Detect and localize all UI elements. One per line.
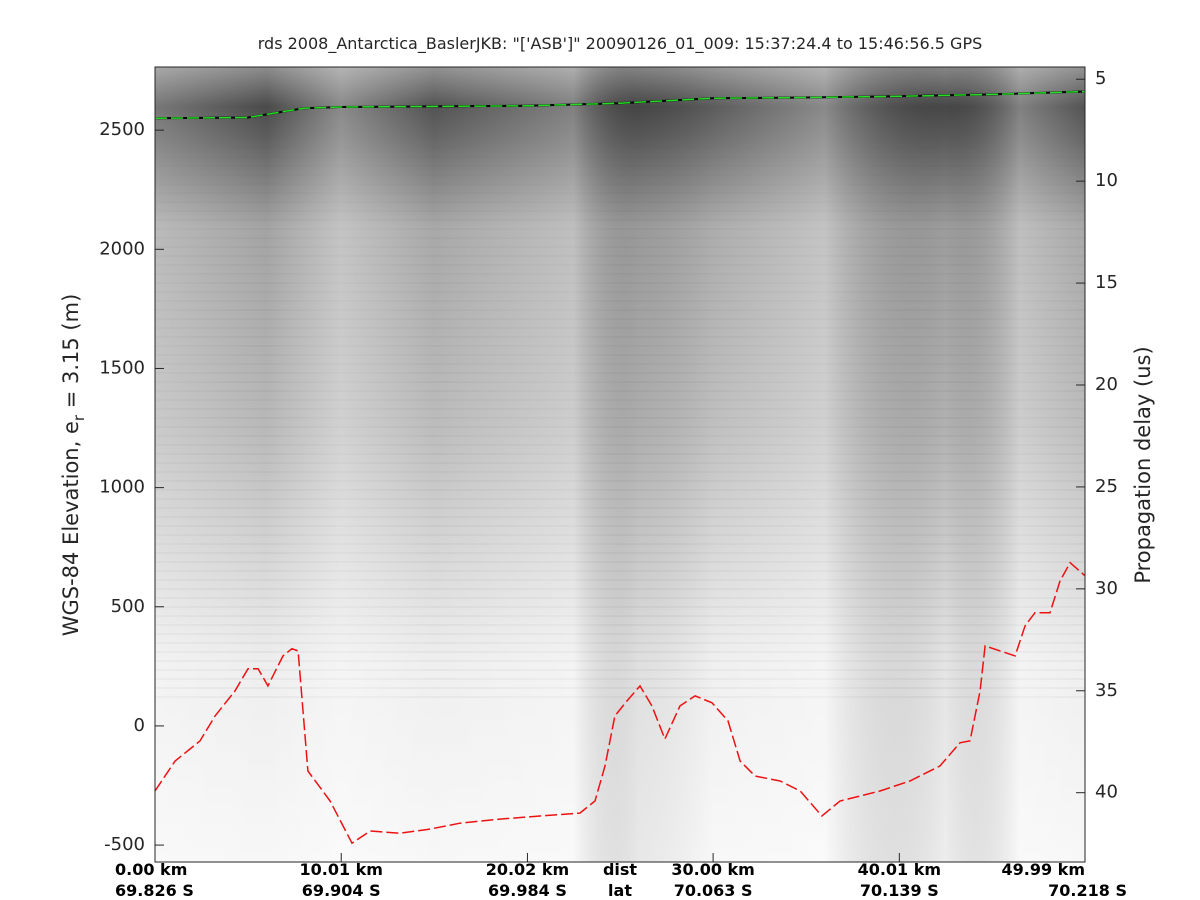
y2-tick-label: 30 xyxy=(1095,578,1118,599)
y-tick-label: 1000 xyxy=(99,477,145,498)
y2-axis-label: Propagation delay (us) xyxy=(1131,346,1155,583)
y-label-part: WGS-84 Elevation, e xyxy=(59,421,83,636)
x-axis-label-lat: lat xyxy=(608,881,632,900)
x-tick-label: 30.00 km xyxy=(671,860,755,879)
y-tick-label: -500 xyxy=(104,834,145,855)
y-tick-label: 2500 xyxy=(99,119,145,140)
plot-area xyxy=(155,90,1085,845)
series-line xyxy=(155,561,1085,845)
y2-tick-label: 40 xyxy=(1095,782,1118,803)
x-tick-label: 0.00 km xyxy=(115,860,187,879)
y-tick-label: 500 xyxy=(111,596,145,617)
y2-tick-label: 25 xyxy=(1095,476,1118,497)
y-tick-label: 2000 xyxy=(99,238,145,259)
y2-tick-label: 10 xyxy=(1095,170,1118,191)
x-tick-lat-label: 69.984 S xyxy=(488,881,567,900)
echogram xyxy=(155,67,1085,862)
y2-tick-label: 15 xyxy=(1095,272,1118,293)
x-tick-lat-label: 69.826 S xyxy=(115,881,194,900)
x-tick-lat-label: 70.139 S xyxy=(860,881,939,900)
x-tick-lat-label: 70.218 S xyxy=(1048,881,1127,900)
plot-frame xyxy=(154,66,1086,863)
y-label-subscript: r xyxy=(70,414,88,421)
y2-tick-label: 20 xyxy=(1095,374,1118,395)
x-tick-lat-label: 70.063 S xyxy=(674,881,753,900)
y-tick-label: 0 xyxy=(134,715,145,736)
y-tick-label: 1500 xyxy=(99,357,145,378)
series-line xyxy=(155,90,1085,119)
chart-title: rds 2008_Antarctica_BaslerJKB: "['ASB']"… xyxy=(258,34,983,54)
x-tick-label: 20.02 km xyxy=(486,860,570,879)
radargram-streaks xyxy=(155,67,1085,862)
x-tick-label: 49.99 km xyxy=(1002,860,1086,879)
x-axis-label: dist xyxy=(603,860,637,879)
y2-tick-label: 35 xyxy=(1095,680,1118,701)
y-label-part: = 3.15 (m) xyxy=(59,294,83,415)
y-axis-label: WGS-84 Elevation, er = 3.15 (m) xyxy=(59,294,88,637)
x-tick-label: 40.01 km xyxy=(858,860,942,879)
x-tick-label: 10.01 km xyxy=(299,860,383,879)
x-tick-lat-label: 69.904 S xyxy=(302,881,381,900)
y2-tick-label: 5 xyxy=(1095,68,1106,89)
